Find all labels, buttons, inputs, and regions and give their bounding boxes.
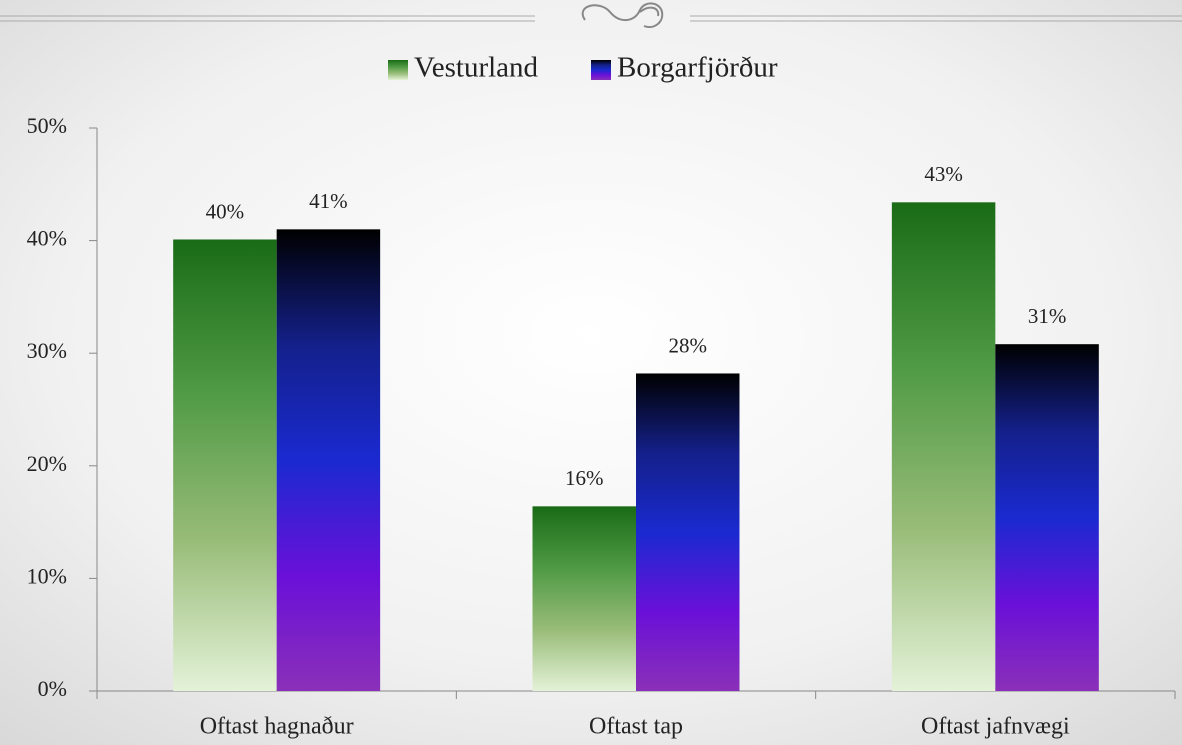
x-tick-label: Oftast hagnaður <box>200 714 354 740</box>
y-tick-label: 10% <box>27 563 67 588</box>
bar <box>995 344 1099 691</box>
value-label: 28% <box>668 333 707 357</box>
value-label: 16% <box>565 466 604 490</box>
value-label: 40% <box>206 199 245 223</box>
value-label: 43% <box>924 162 963 186</box>
value-label: 31% <box>1028 304 1067 328</box>
y-tick-label: 30% <box>27 338 67 363</box>
value-label: 41% <box>309 189 348 213</box>
y-tick-label: 20% <box>27 451 67 476</box>
legend-label: Vesturland <box>414 52 539 84</box>
legend-swatch <box>591 60 611 80</box>
legend-swatch <box>388 60 408 80</box>
legend-label: Borgarfjörður <box>617 52 778 84</box>
y-tick-label: 0% <box>38 676 67 701</box>
bar <box>891 202 996 692</box>
bar <box>276 229 381 691</box>
y-tick-label: 50% <box>27 113 67 138</box>
bar <box>173 239 277 691</box>
bar <box>636 373 740 691</box>
ornament <box>0 2 1182 28</box>
y-tick-label: 40% <box>27 226 67 251</box>
x-tick-label: Oftast tap <box>589 714 683 740</box>
x-tick-label: Oftast jafnvægi <box>921 714 1070 740</box>
bar <box>532 506 636 691</box>
